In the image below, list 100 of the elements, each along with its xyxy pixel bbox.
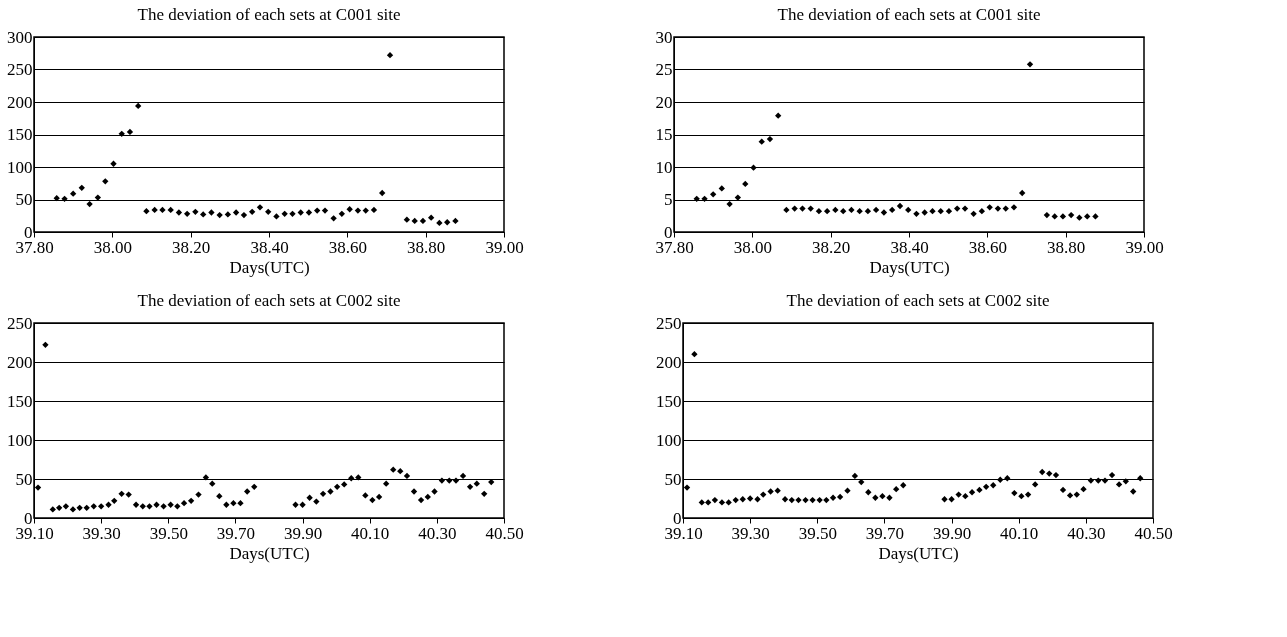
point <box>118 130 125 138</box>
point <box>135 102 142 110</box>
point <box>53 195 60 202</box>
point <box>896 202 904 210</box>
x-tick-label: 38.60 <box>968 237 1007 257</box>
point <box>192 208 199 216</box>
point <box>921 209 928 216</box>
point <box>102 178 109 185</box>
x-axis-title: Days(UTC) <box>869 257 950 277</box>
chart-title: The deviation of each sets at C001 site <box>137 5 401 24</box>
x-tick-label: 39.30 <box>82 523 121 543</box>
y-tick-label: 20 <box>655 92 673 112</box>
point <box>265 208 272 216</box>
point <box>436 219 443 227</box>
x-tick-label: 40.30 <box>418 523 457 543</box>
point <box>710 191 717 198</box>
point <box>945 208 953 215</box>
x-tick-label: 39.00 <box>485 237 524 257</box>
x-tick-label: 38.80 <box>407 237 446 257</box>
point <box>314 207 321 214</box>
point <box>78 184 85 191</box>
point <box>1067 211 1075 219</box>
point <box>791 205 798 212</box>
point <box>848 206 855 214</box>
point <box>954 205 961 212</box>
point <box>872 206 880 214</box>
point <box>799 205 806 212</box>
y-tick-label: 250 <box>656 313 682 333</box>
point <box>403 216 411 223</box>
y-tick-label: 300 <box>7 27 33 47</box>
y-tick-label: 250 <box>7 313 33 333</box>
y-tick-label: 100 <box>7 430 33 450</box>
x-tick-label: 40.30 <box>1067 523 1106 543</box>
point <box>783 206 790 214</box>
point <box>183 210 191 217</box>
x-tick-label: 38.00 <box>93 237 132 257</box>
point <box>297 209 304 216</box>
point <box>126 128 134 136</box>
point <box>1084 213 1091 220</box>
x-tick-label: 38.40 <box>890 237 929 257</box>
point <box>726 200 733 208</box>
point <box>1043 211 1051 219</box>
y-tick-label: 30 <box>655 27 673 47</box>
point <box>929 208 936 215</box>
point <box>961 205 969 212</box>
x-tick-label: 39.90 <box>932 523 972 543</box>
y-tick-label: 200 <box>656 352 682 372</box>
point <box>880 209 888 216</box>
point <box>807 205 814 212</box>
point <box>167 206 174 214</box>
y-tick-label: 5 <box>664 190 673 209</box>
x-axis-title: Days(UTC) <box>229 257 310 277</box>
x-axis-title: Days(UTC) <box>878 543 959 563</box>
point <box>1010 204 1018 211</box>
y-tick-label: 200 <box>7 92 33 112</box>
x-tick-label: 38.60 <box>328 237 367 257</box>
chart-title: The deviation of each sets at C001 site <box>777 5 1041 24</box>
y-tick-label: 50 <box>15 190 33 209</box>
point <box>273 213 280 220</box>
point <box>256 204 264 211</box>
point <box>151 206 158 214</box>
point <box>775 112 782 119</box>
point <box>994 205 1002 212</box>
point <box>856 208 863 215</box>
point <box>1019 189 1026 197</box>
y-tick-label: 15 <box>655 125 673 144</box>
point <box>281 210 288 217</box>
x-tick-label: 39.00 <box>1125 237 1164 257</box>
point <box>1026 61 1034 68</box>
point <box>758 138 765 145</box>
x-tick-label: 38.20 <box>172 237 211 257</box>
y-tick-label: 200 <box>7 352 33 372</box>
point <box>937 208 944 215</box>
y-tick-label: 25 <box>655 60 673 79</box>
x-tick-label: 40.50 <box>485 523 524 543</box>
point <box>832 206 839 214</box>
point <box>970 210 977 217</box>
point <box>362 207 369 214</box>
point <box>232 209 240 216</box>
point <box>1059 213 1067 220</box>
point <box>379 189 386 197</box>
point <box>321 207 329 214</box>
point <box>86 200 93 208</box>
point <box>718 185 725 192</box>
x-tick-label: 40.50 <box>1134 523 1173 543</box>
y-tick-label: 100 <box>7 157 33 177</box>
point <box>1076 214 1083 221</box>
y-tick-label: 50 <box>664 469 682 489</box>
point <box>750 164 757 171</box>
x-tick-label: 38.20 <box>812 237 851 257</box>
point <box>452 217 459 225</box>
point <box>815 208 823 215</box>
point <box>693 195 700 203</box>
point <box>216 211 223 219</box>
point <box>905 206 912 214</box>
point <box>386 52 394 59</box>
point <box>330 215 337 222</box>
x-tick-label: 39.50 <box>798 523 837 543</box>
point <box>766 135 774 143</box>
point <box>289 210 296 217</box>
